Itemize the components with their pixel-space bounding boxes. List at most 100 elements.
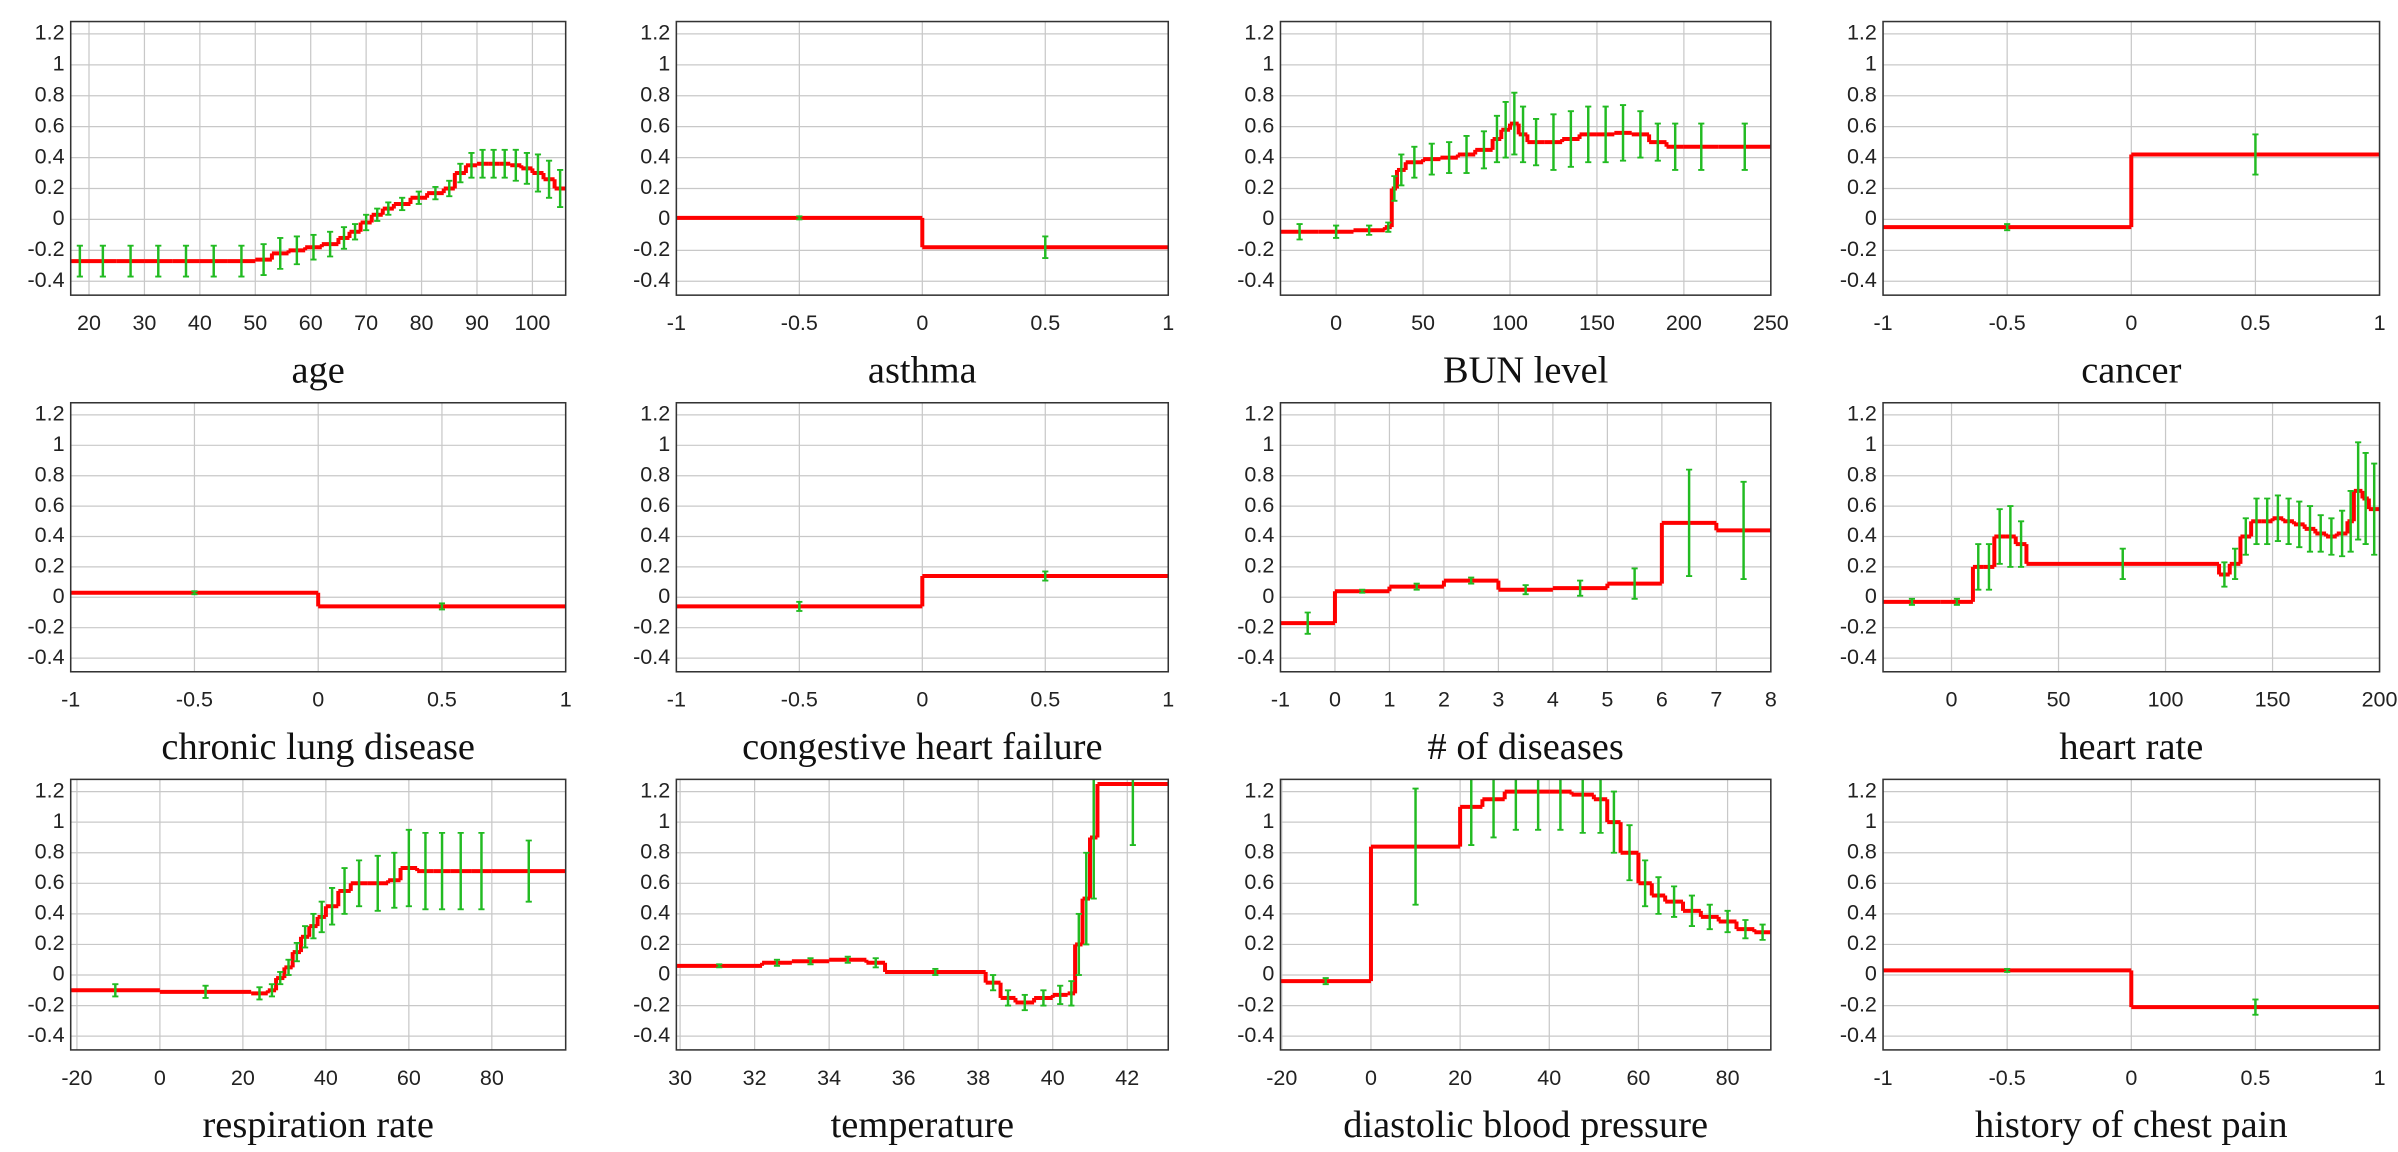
y-tick-label: 0 (53, 584, 65, 608)
y-tick-label: 0 (658, 962, 670, 986)
x-tick-label: 50 (243, 311, 267, 335)
y-tick-label: -0.4 (27, 1023, 64, 1047)
y-tick-label: 1 (658, 809, 670, 833)
y-tick-label: -0.2 (633, 992, 670, 1016)
x-tick-label: 80 (1716, 1066, 1740, 1090)
panel: -0.4 -0.2 0 0.2 0.4 0.6 0.8 1 1.2 -1 -0.5 0 0.5 1 canc… (1840, 21, 2386, 392)
x-tick-label: 250 (1753, 311, 1789, 335)
plot-frame (1882, 778, 2381, 1051)
x-tick-label: 20 (231, 1066, 255, 1090)
y-tick-label: 0.4 (640, 523, 670, 547)
y-tick-label: 0.2 (35, 931, 65, 955)
plot-frame (69, 401, 567, 673)
x-tick-label: 1 (560, 688, 572, 712)
y-tick-label: 1 (1865, 809, 1877, 833)
x-axis-label: respiration rate (202, 1104, 433, 1146)
x-tick-label: 40 (1041, 1066, 1065, 1090)
x-axis-label: # of diseases (1428, 726, 1624, 768)
y-tick-label: 1.2 (1244, 21, 1274, 45)
x-tick-label: 100 (2148, 688, 2184, 712)
x-tick-label: -1 (1873, 1066, 1892, 1090)
plot-frame (1882, 401, 2381, 673)
y-tick-label: 0 (53, 206, 65, 230)
y-tick-label: 0.6 (35, 870, 65, 894)
x-tick-label: -0.5 (1989, 311, 2026, 335)
y-tick-label: -0.2 (27, 237, 64, 261)
y-tick-label: 1.2 (1244, 778, 1274, 802)
panel: -0.4 -0.2 0 0.2 0.4 0.6 0.8 1 1.2 -1 -0.5 0 0.5 1 chro… (27, 402, 571, 768)
y-tick-label: 0.6 (1244, 870, 1274, 894)
plot-frame (1279, 401, 1772, 673)
plot-frame (1279, 778, 1772, 1051)
plot-area (676, 215, 1169, 259)
y-tick-label: 0 (1865, 962, 1877, 986)
y-tick-label: 0.6 (1244, 493, 1274, 517)
y-tick-label: 0.4 (640, 901, 670, 925)
x-tick-label: 34 (817, 1066, 841, 1090)
y-tick-label: 0.8 (640, 462, 670, 486)
x-tick-label: 60 (1626, 1066, 1650, 1090)
y-tick-label: -0.2 (1840, 237, 1877, 261)
y-tick-label: -0.4 (1237, 1023, 1274, 1047)
y-tick-label: 0.8 (1847, 82, 1877, 106)
y-tick-label: -0.2 (1840, 992, 1877, 1016)
plot-frame (675, 401, 1170, 673)
plot-area (70, 828, 566, 1001)
y-tick-label: 1 (53, 432, 65, 456)
plot-area (1883, 441, 2380, 606)
x-tick-label: 30 (132, 311, 156, 335)
x-axis-label: congestive heart failure (742, 726, 1102, 768)
x-tick-label: 8 (1765, 688, 1777, 712)
plot-area (1883, 133, 2380, 232)
x-tick-label: 36 (892, 1066, 916, 1090)
y-tick-label: -0.4 (27, 268, 64, 292)
x-tick-label: -0.5 (176, 688, 213, 712)
y-tick-label: 1 (53, 52, 65, 76)
panel: -0.4 -0.2 0 0.2 0.4 0.6 0.8 1 1.2 -20 0 20 40 60 80 dia… (1237, 778, 1772, 1146)
x-tick-label: 7 (1710, 688, 1722, 712)
x-tick-label: 3 (1492, 688, 1504, 712)
y-tick-label: 0.2 (1847, 175, 1877, 199)
y-tick-label: -0.4 (27, 645, 64, 669)
y-tick-label: 0 (1865, 206, 1877, 230)
y-tick-label: -0.4 (1840, 645, 1877, 669)
x-tick-label: 0.5 (2240, 1066, 2270, 1090)
y-tick-label: 1.2 (640, 402, 670, 426)
y-tick-label: 0.6 (640, 493, 670, 517)
y-tick-label: 1 (658, 52, 670, 76)
x-tick-label: 1 (1162, 311, 1174, 335)
x-tick-label: -1 (667, 311, 686, 335)
x-tick-label: -1 (1873, 311, 1892, 335)
panel: -0.4 -0.2 0 0.2 0.4 0.6 0.8 1 1.2 -1 -0.5 0 0.5 1 asth… (633, 21, 1174, 392)
x-axis-label: diastolic blood pressure (1343, 1104, 1708, 1146)
x-axis-label: cancer (2081, 349, 2181, 391)
x-tick-label: 90 (465, 311, 489, 335)
y-tick-label: 1.2 (35, 21, 65, 45)
plot-area (1280, 91, 1771, 241)
x-tick-label: 40 (188, 311, 212, 335)
y-tick-label: -0.2 (1237, 614, 1274, 638)
x-tick-label: 40 (314, 1066, 338, 1090)
y-tick-label: -0.4 (1840, 268, 1877, 292)
x-tick-label: 0.5 (1030, 688, 1060, 712)
x-tick-label: 0.5 (1030, 311, 1060, 335)
panel: -0.4 -0.2 0 0.2 0.4 0.6 0.8 1 1.2 -20 0 20 40 60 80 res… (27, 778, 567, 1146)
y-tick-label: 0 (658, 206, 670, 230)
x-tick-label: 50 (2047, 688, 2071, 712)
y-tick-label: -0.2 (633, 614, 670, 638)
x-tick-label: 100 (1492, 311, 1528, 335)
x-tick-label: -0.5 (781, 311, 818, 335)
x-tick-label: 70 (354, 311, 378, 335)
x-tick-label: 38 (966, 1066, 990, 1090)
y-tick-label: 0 (658, 584, 670, 608)
panel: -0.4 -0.2 0 0.2 0.4 0.6 0.8 1 1.2 20 30 40 50 60 70 80 9… (27, 21, 567, 391)
x-tick-label: 0 (2125, 311, 2137, 335)
x-tick-label: 50 (1411, 311, 1435, 335)
y-tick-label: 1 (1262, 52, 1274, 76)
plot-area (676, 570, 1169, 612)
x-tick-label: 1 (1383, 688, 1395, 712)
x-axis-label: chronic lung disease (161, 726, 475, 768)
y-tick-label: 0.2 (640, 931, 670, 955)
y-tick-label: 0 (1262, 584, 1274, 608)
y-tick-label: -0.2 (1237, 992, 1274, 1016)
